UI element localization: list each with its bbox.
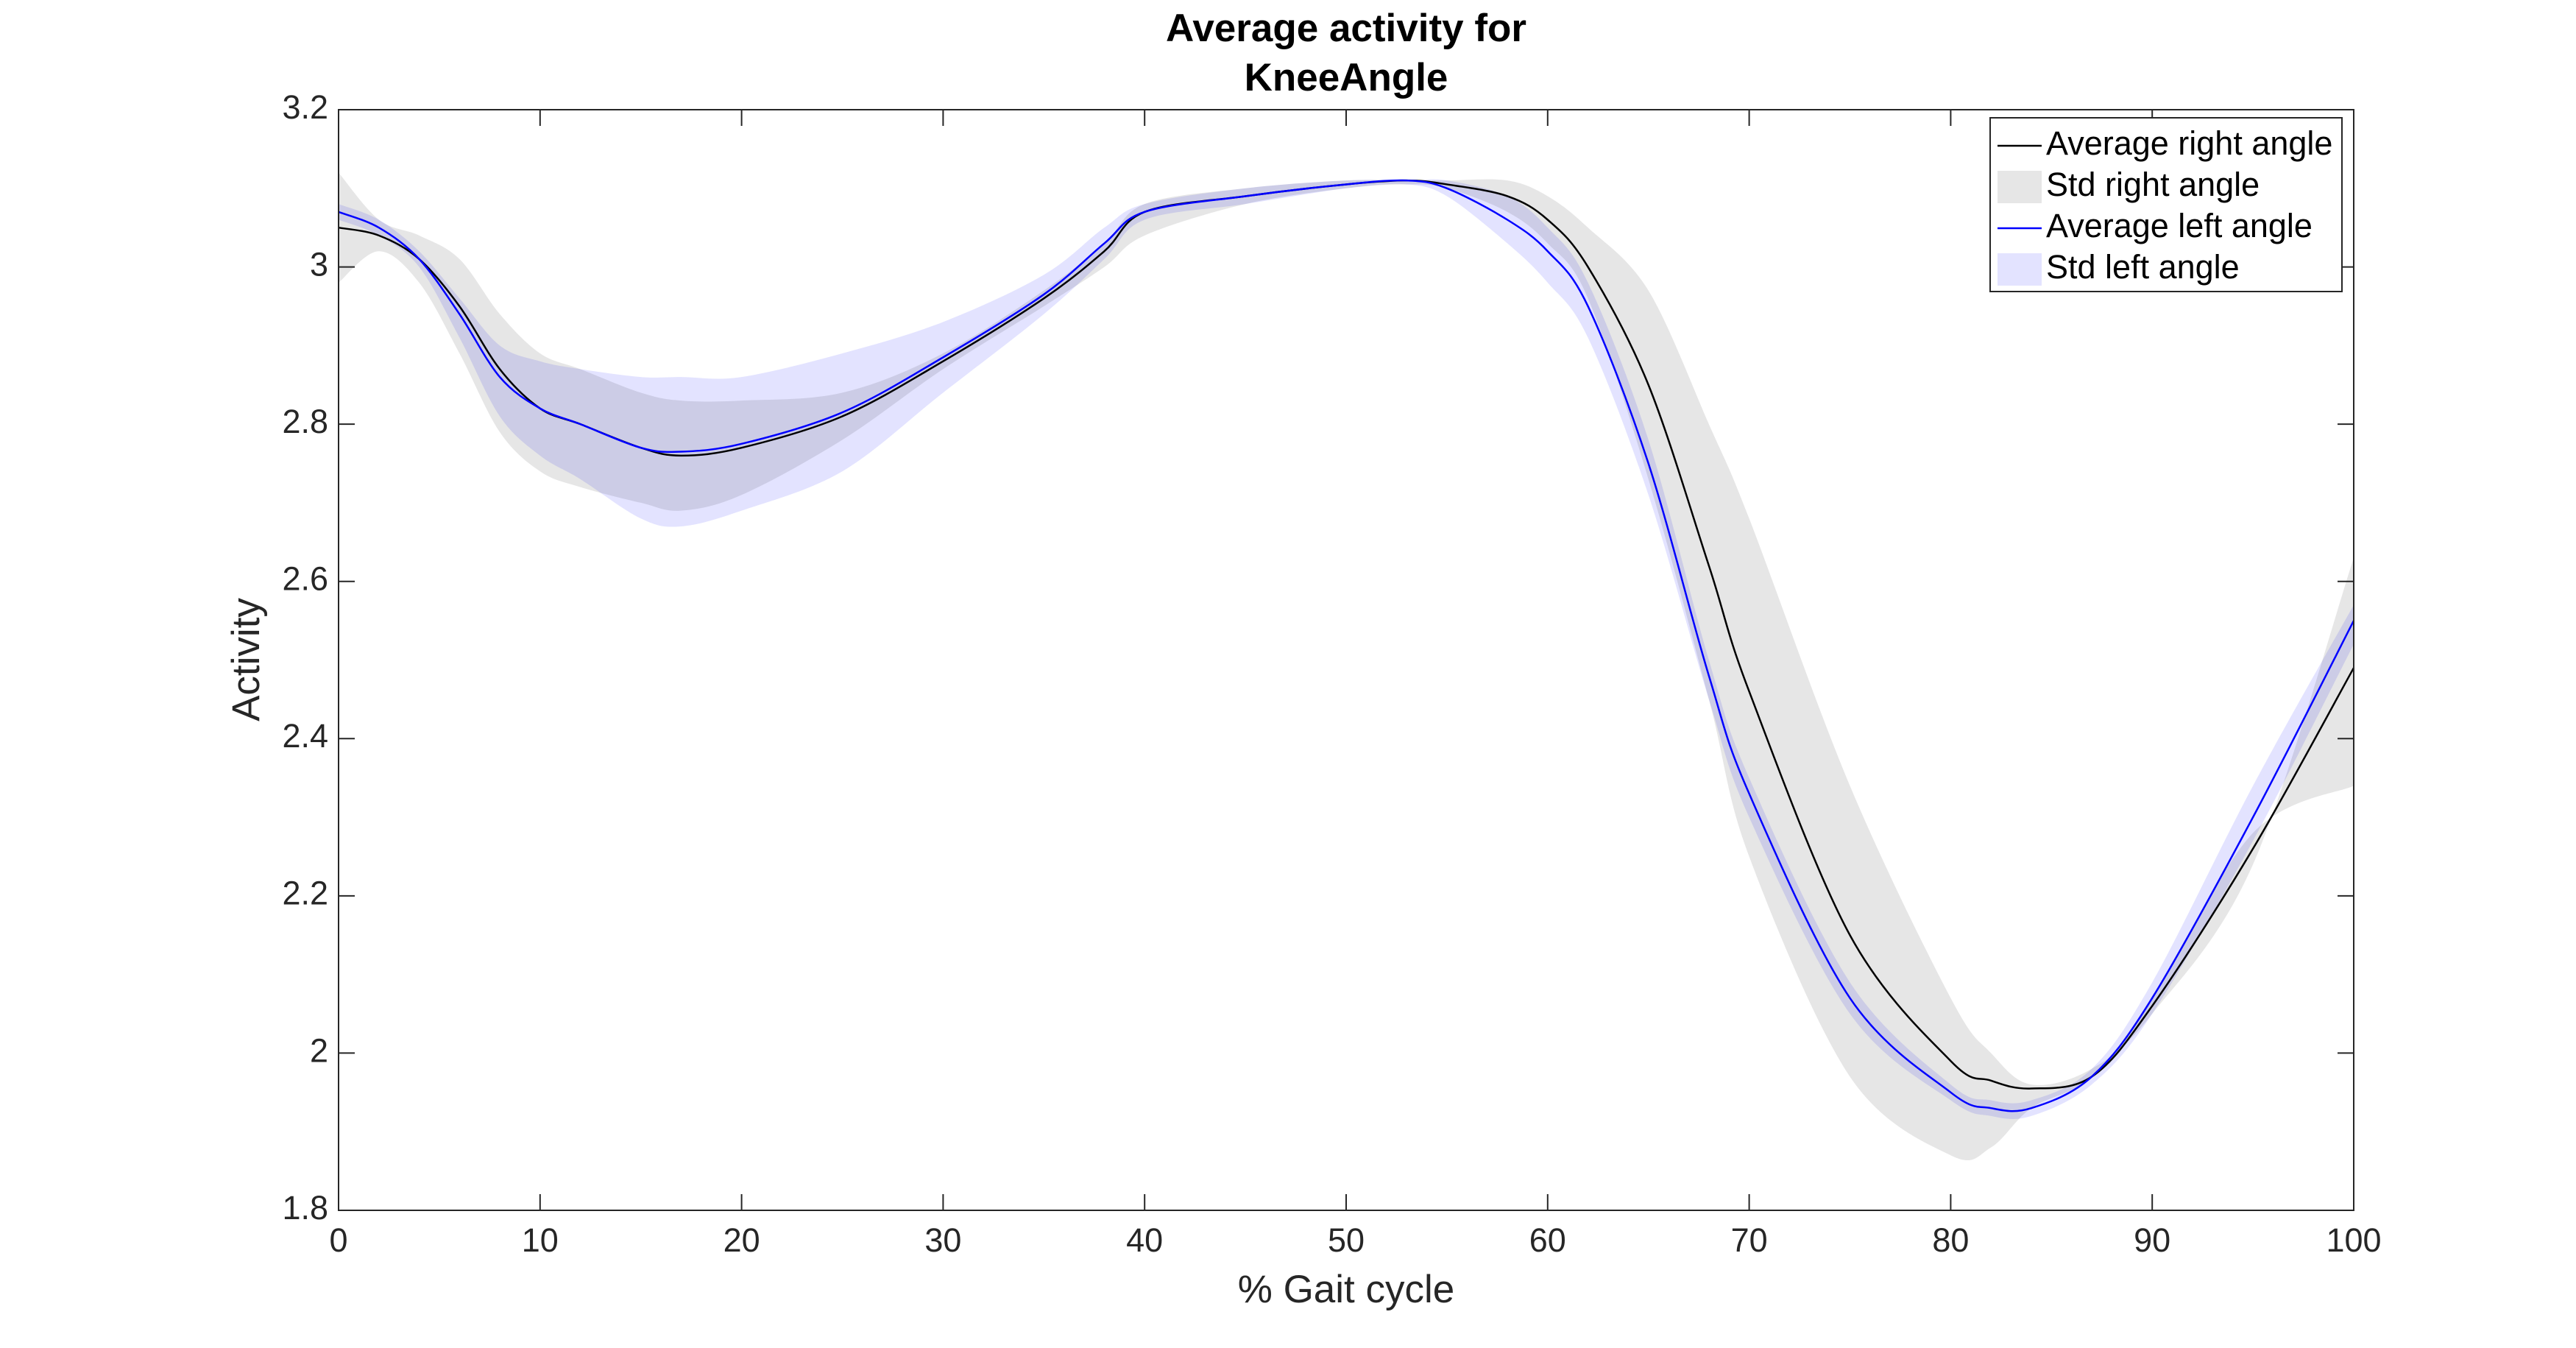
x-tick-label: 10 [522,1221,559,1259]
y-tick-label: 2.8 [282,403,328,440]
y-tick-label: 2 [310,1031,328,1069]
x-tick-label: 90 [2134,1221,2170,1259]
x-tick-label: 0 [329,1221,347,1259]
y-tick-label: 3.2 [282,88,328,126]
y-tick-label: 2.4 [282,717,328,755]
legend-swatch [1998,253,2042,286]
x-tick-label: 50 [1328,1221,1365,1259]
x-tick-label: 70 [1731,1221,1768,1259]
y-tick-label: 3 [310,245,328,283]
legend-label: Std right angle [2046,166,2260,203]
legend-label: Average left angle [2046,207,2313,244]
chart-title: Average activity for [1166,7,1526,50]
x-axis-label: % Gait cycle [1238,1268,1455,1311]
std-band [339,179,2354,1119]
y-tick-label: 2.2 [282,875,328,912]
x-tick-label: 30 [924,1221,961,1259]
legend-label: Average right angle [2046,124,2332,162]
x-tick-label: 100 [2326,1221,2381,1259]
y-tick-label: 1.8 [282,1189,328,1227]
x-tick-label: 20 [723,1221,760,1259]
plot-area: 0 10 20 30 40 50 60 70 80 90 100 1.8 2 2.2 2.4 2.6 2.8 3 3… [282,88,2381,1259]
x-tick-label: 80 [1932,1221,1969,1259]
y-tick-label: 2.6 [282,560,328,598]
chart-title: KneeAngle [1245,56,1448,99]
legend-swatch [1998,171,2042,203]
y-axis-label: Activity [224,598,268,721]
legend-label: Std left angle [2046,248,2240,286]
x-tick-label: 60 [1529,1221,1566,1259]
average-line [338,179,2355,1112]
legend-box [1989,117,2343,292]
x-tick-label: 40 [1126,1221,1163,1259]
